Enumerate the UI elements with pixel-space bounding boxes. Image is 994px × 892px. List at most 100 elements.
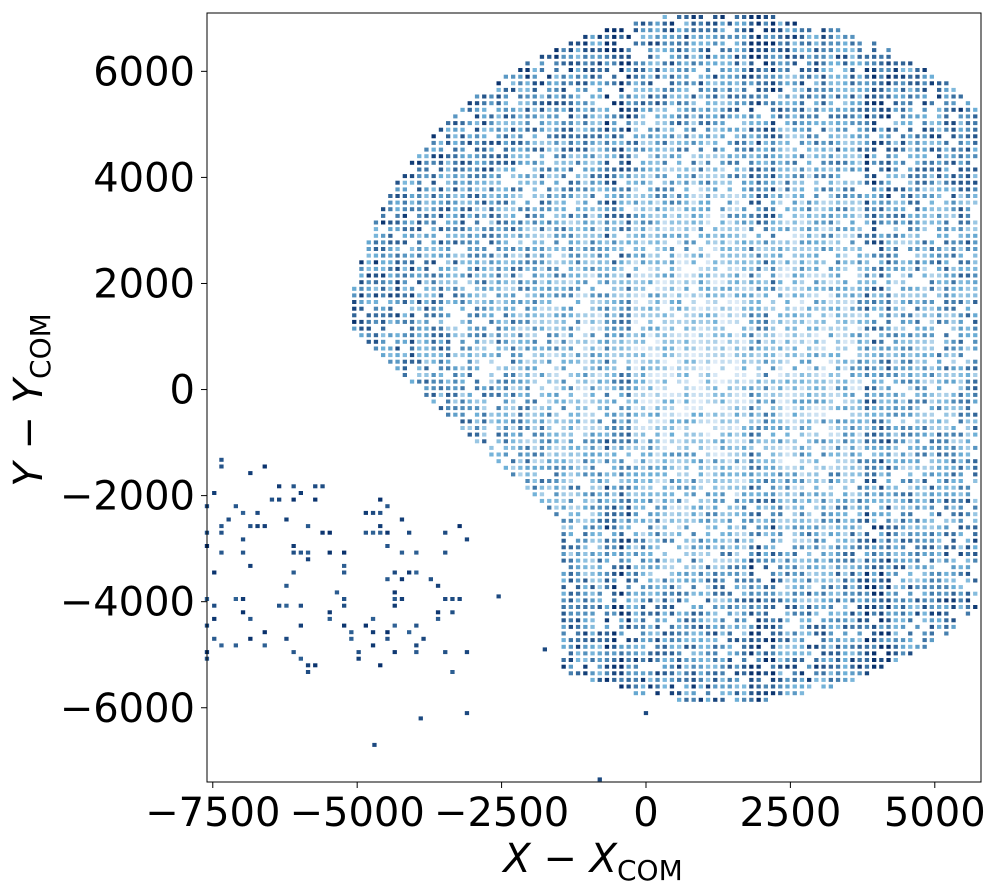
heatmap-cell	[684, 233, 689, 238]
heatmap-cell	[669, 326, 675, 331]
heatmap-cell	[705, 571, 711, 576]
heatmap-cell	[597, 439, 602, 444]
heatmap-cell	[547, 187, 552, 192]
heatmap-cell	[835, 260, 841, 265]
heatmap-cell	[655, 200, 660, 205]
heatmap-cell	[561, 532, 566, 537]
heatmap-cell	[857, 273, 862, 278]
heatmap-cell	[727, 253, 732, 258]
heatmap-cell	[575, 94, 581, 99]
heatmap-cell	[807, 154, 812, 159]
heatmap-cell	[857, 346, 862, 351]
heatmap-cell	[633, 505, 638, 510]
heatmap-cell	[590, 591, 595, 596]
heatmap-cell	[431, 313, 436, 318]
heatmap-cell	[763, 445, 768, 450]
heatmap-cell	[604, 114, 610, 119]
heatmap-cell	[720, 631, 725, 636]
heatmap-cell	[518, 392, 523, 397]
heatmap-cell	[799, 373, 805, 377]
heatmap-cell	[438, 127, 444, 132]
heatmap-cell	[467, 134, 472, 139]
heatmap-cell	[684, 505, 689, 510]
heatmap-cell	[496, 339, 501, 344]
heatmap-cell	[727, 213, 732, 218]
heatmap-cell	[821, 565, 826, 570]
heatmap-cell	[633, 638, 638, 643]
heatmap-cell	[568, 220, 573, 225]
heatmap-cell	[583, 631, 588, 636]
heatmap-cell	[814, 353, 819, 358]
heatmap-cell	[799, 114, 805, 119]
heatmap-cell	[626, 253, 631, 258]
heatmap-cell	[597, 41, 602, 46]
heatmap-cell	[807, 452, 812, 457]
heatmap-cell	[612, 101, 617, 106]
heatmap-cell	[677, 419, 682, 424]
heatmap-cell	[850, 525, 855, 530]
heatmap-cell	[698, 565, 703, 570]
heatmap-cell	[626, 273, 631, 278]
heatmap-cell	[640, 101, 646, 106]
heatmap-cell	[575, 465, 581, 470]
heatmap-cell	[677, 107, 682, 112]
heatmap-cell	[684, 207, 689, 212]
heatmap-cell	[713, 339, 718, 344]
heatmap-cell	[402, 213, 407, 218]
heatmap-cell	[648, 386, 653, 391]
heatmap-cell	[864, 664, 870, 669]
heatmap-cell	[828, 167, 833, 172]
heatmap-cell	[518, 359, 523, 364]
heatmap-cell	[785, 28, 790, 33]
heatmap-cell	[633, 538, 638, 543]
heatmap-cell	[713, 498, 718, 503]
heatmap-cell	[460, 399, 465, 404]
heatmap-cell	[539, 479, 545, 483]
heatmap-cell	[698, 605, 703, 609]
heatmap-cell	[864, 399, 870, 404]
heatmap-cell	[655, 505, 660, 510]
heatmap-cell	[547, 194, 552, 198]
heatmap-cell	[720, 21, 725, 26]
heatmap-cell	[496, 160, 501, 165]
heatmap-cell	[799, 492, 805, 497]
heatmap-cell	[857, 472, 862, 477]
heatmap-cell	[352, 293, 357, 298]
heatmap-cell	[583, 346, 588, 351]
heatmap-cell	[828, 525, 833, 530]
heatmap-cell	[691, 300, 696, 304]
heatmap-cell	[713, 28, 718, 33]
heatmap-cell	[474, 194, 480, 198]
heatmap-cell	[467, 187, 472, 192]
heatmap-cell	[778, 565, 783, 570]
heatmap-cell	[785, 180, 790, 185]
heatmap-cell	[684, 280, 689, 285]
heatmap-cell	[785, 432, 790, 437]
heatmap-cell	[525, 465, 530, 470]
heatmap-cell	[807, 306, 812, 311]
heatmap-cell	[756, 399, 761, 404]
heatmap-cell	[756, 658, 761, 662]
heatmap-cell	[633, 121, 638, 126]
heatmap-cell	[612, 180, 617, 185]
heatmap-cell	[799, 207, 805, 212]
heatmap-cell	[756, 386, 761, 391]
heatmap-cell	[554, 333, 559, 338]
heatmap-cell	[619, 326, 624, 331]
heatmap-cell	[352, 326, 357, 331]
heatmap-cell	[453, 187, 458, 192]
heatmap-cell	[525, 140, 530, 145]
heatmap-cell	[677, 618, 682, 623]
heatmap-cell	[843, 154, 848, 159]
heatmap-cell	[792, 101, 797, 106]
heatmap-cell	[474, 432, 480, 437]
heatmap-cell	[590, 479, 595, 483]
heatmap-cell	[778, 213, 783, 218]
heatmap-cell	[619, 353, 624, 358]
heatmap-cell	[655, 266, 660, 271]
heatmap-cell	[655, 525, 660, 530]
heatmap-cell	[655, 174, 660, 179]
heatmap-cell	[734, 227, 740, 232]
heatmap-cell	[496, 101, 501, 106]
heatmap-cell	[843, 121, 848, 126]
